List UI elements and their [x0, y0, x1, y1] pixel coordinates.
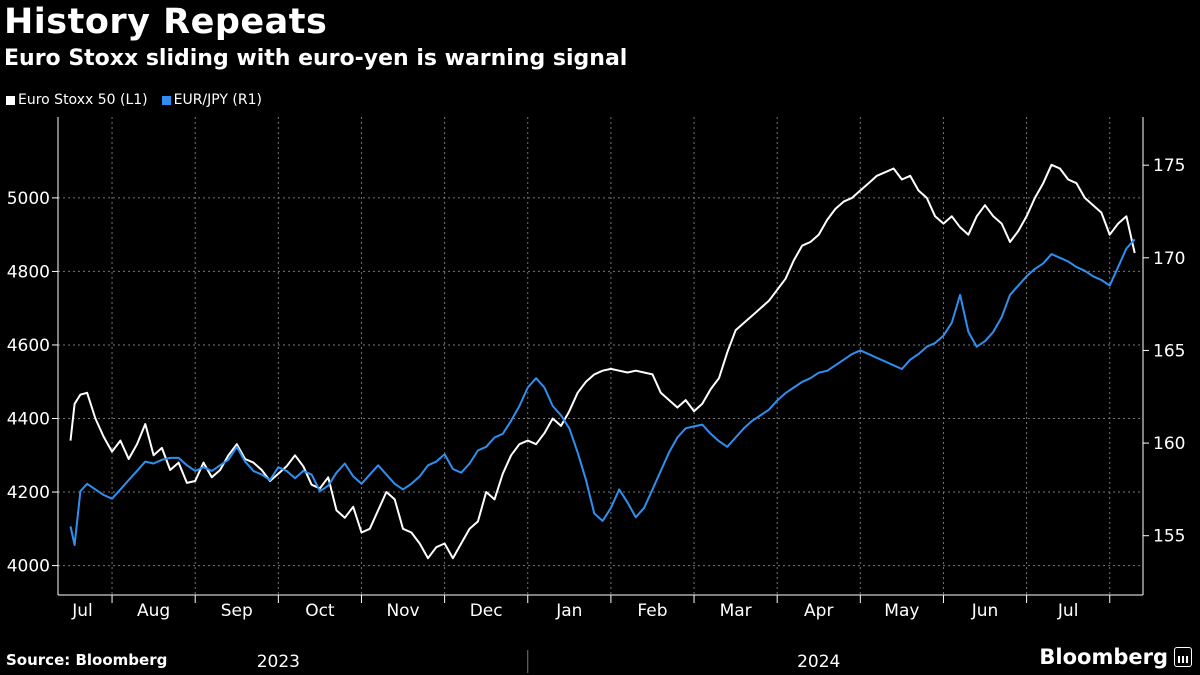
left-tick-label: 4400 [7, 410, 50, 430]
left-tick-label: 4200 [7, 483, 50, 503]
left-tick-label: 5000 [7, 189, 50, 209]
legend-item-eurjpy: EUR/JPY (R1) [161, 92, 262, 108]
bloomberg-logo: Bloomberg [1039, 645, 1192, 669]
legend-label: Euro Stoxx 50 (L1) [18, 92, 148, 108]
x-tick-label: Apr [804, 601, 833, 621]
x-tick-label: Jul [71, 601, 93, 621]
series-line-eurjpy [69, 238, 1136, 546]
left-tick-label: 4800 [7, 262, 50, 282]
series-line-euro-stoxx [69, 163, 1136, 560]
x-year-label: 2023 [257, 652, 300, 672]
x-tick-label: Jun [971, 601, 999, 621]
series-layer [69, 163, 1136, 560]
legend-label: EUR/JPY (R1) [173, 92, 262, 108]
brand-text: Bloomberg [1039, 645, 1168, 669]
bloomberg-terminal-icon [1174, 647, 1192, 667]
right-tick-label: 160 [1153, 434, 1185, 454]
x-tick-label: Mar [720, 601, 752, 621]
x-tick-label: Oct [305, 601, 335, 621]
left-tick-label: 4000 [7, 557, 50, 577]
left-tick-label: 4600 [7, 336, 50, 356]
right-tick-label: 155 [1153, 527, 1185, 547]
x-tick-label: Jul [1057, 601, 1079, 621]
chart-title: History Repeats [4, 2, 328, 42]
right-tick-label: 170 [1153, 249, 1185, 269]
x-tick-label: Aug [137, 601, 170, 621]
x-tick-label: Sep [221, 601, 253, 621]
x-tick-label: Nov [386, 601, 419, 621]
legend-swatch-blue [161, 95, 171, 105]
x-year-label: 2024 [797, 652, 840, 672]
x-tick-label: May [884, 601, 919, 621]
chart-subtitle: Euro Stoxx sliding with euro-yen is warn… [4, 46, 628, 71]
axes: 4000 4200 4400 4600 4800 5000 155 160 165 170 175 J… [7, 117, 1185, 673]
x-tick-label: Feb [637, 601, 667, 621]
right-tick-label: 175 [1153, 156, 1185, 176]
source-note: Source: Bloomberg [6, 651, 168, 669]
grid [58, 117, 1143, 595]
right-tick-label: 165 [1153, 341, 1185, 361]
x-tick-label: Jan [555, 601, 582, 621]
legend-swatch-white [6, 95, 15, 105]
x-tick-label: Dec [470, 601, 503, 621]
legend: Euro Stoxx 50 (L1) EUR/JPY (R1) [6, 92, 262, 108]
legend-item-euro-stoxx: Euro Stoxx 50 (L1) [6, 92, 148, 108]
